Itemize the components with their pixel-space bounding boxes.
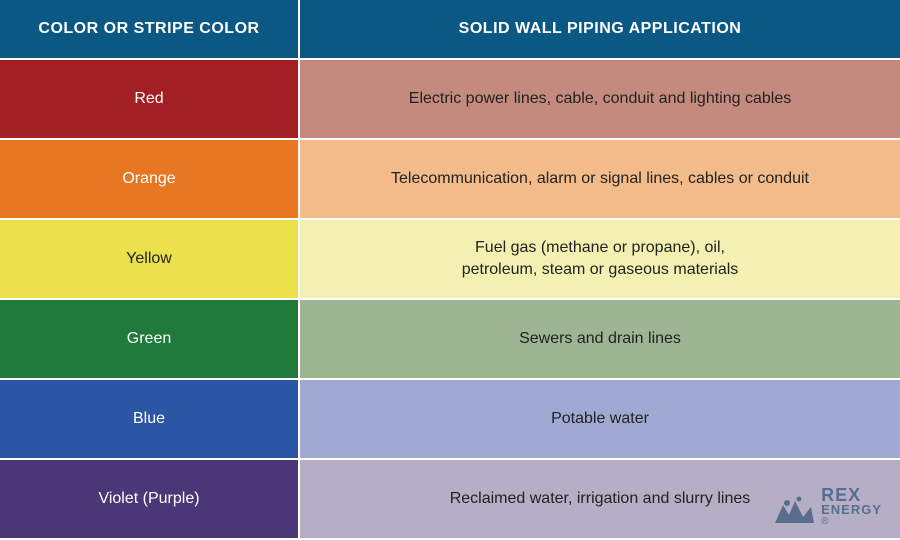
color-label-cell: Red <box>0 58 300 138</box>
application-cell: Reclaimed water, irrigation and slurry l… <box>300 458 900 538</box>
color-label-cell: Violet (Purple) <box>0 458 300 538</box>
application-cell: Telecommunication, alarm or signal lines… <box>300 138 900 218</box>
application-cell: Sewers and drain lines <box>300 298 900 378</box>
color-label-cell: Yellow <box>0 218 300 298</box>
table-body: RedElectric power lines, cable, conduit … <box>0 58 900 538</box>
application-cell: Potable water <box>300 378 900 458</box>
color-label-cell: Green <box>0 298 300 378</box>
piping-color-table: COLOR OR STRIPE COLOR SOLID WALL PIPING … <box>0 0 900 538</box>
application-cell: Electric power lines, cable, conduit and… <box>300 58 900 138</box>
table-row: OrangeTelecommunication, alarm or signal… <box>0 138 900 218</box>
table-row: Violet (Purple)Reclaimed water, irrigati… <box>0 458 900 538</box>
header-application-column: SOLID WALL PIPING APPLICATION <box>300 0 900 58</box>
table-row: YellowFuel gas (methane or propane), oil… <box>0 218 900 298</box>
application-cell: Fuel gas (methane or propane), oil, petr… <box>300 218 900 298</box>
table-row: BluePotable water <box>0 378 900 458</box>
header-color-column: COLOR OR STRIPE COLOR <box>0 0 300 58</box>
color-label-cell: Blue <box>0 378 300 458</box>
color-label-cell: Orange <box>0 138 300 218</box>
table-row: RedElectric power lines, cable, conduit … <box>0 58 900 138</box>
table-header-row: COLOR OR STRIPE COLOR SOLID WALL PIPING … <box>0 0 900 58</box>
page-wrapper: COLOR OR STRIPE COLOR SOLID WALL PIPING … <box>0 0 900 540</box>
table-row: GreenSewers and drain lines <box>0 298 900 378</box>
